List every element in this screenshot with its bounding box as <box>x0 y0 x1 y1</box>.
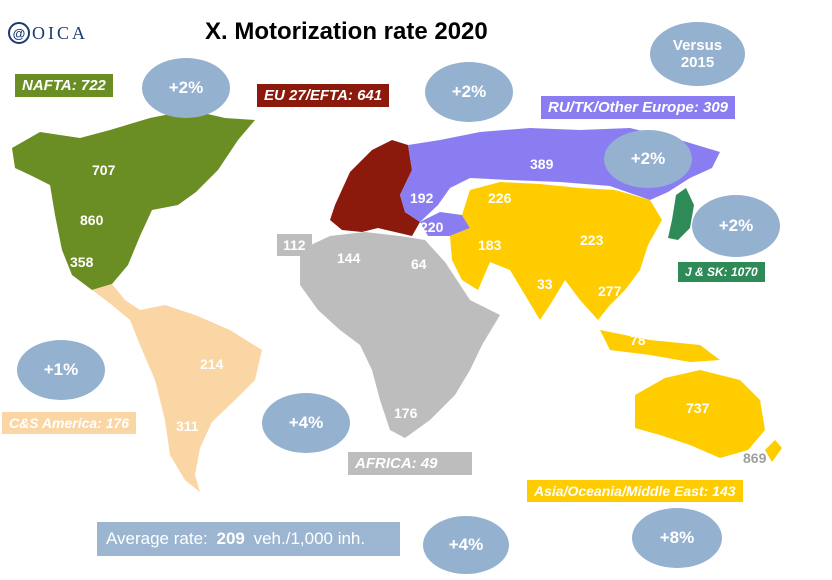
ru-label: RU/TK/Other Europe: 309 <box>541 96 736 119</box>
asia-change-oval: +8% <box>632 508 722 568</box>
asia-landmass <box>450 182 662 320</box>
average-suffix: veh./1,000 inh. <box>248 529 366 548</box>
csa-landmass <box>92 284 262 492</box>
eu-change-oval: +2% <box>425 62 513 122</box>
nafta-landmass <box>12 110 255 290</box>
value-india: 33 <box>537 276 553 292</box>
value-brazil: 214 <box>200 356 224 372</box>
jsk-label: J & SK: 1070 <box>678 262 765 282</box>
jsk-landmass <box>668 188 694 240</box>
africa-landmass <box>300 232 500 438</box>
value-turkey: 220 <box>420 219 444 235</box>
turkey-shape <box>420 212 470 236</box>
value-kazakhstan: 226 <box>488 190 512 206</box>
jsk-change-oval: +2% <box>692 195 780 257</box>
value-russia: 389 <box>530 156 554 172</box>
value-algeria: 144 <box>337 250 361 266</box>
eu-label: EU 27/EFTA: 641 <box>257 84 390 107</box>
average-rate-box: Average rate: 209 veh./1,000 inh. <box>97 522 400 556</box>
nz-shape <box>765 440 782 462</box>
average-value: 209 <box>216 529 245 548</box>
indonesia-shape <box>600 330 720 362</box>
value-indonesia: 78 <box>630 332 646 348</box>
versus-line2: 2015 <box>680 54 715 71</box>
greenland-shape <box>170 112 215 138</box>
australia-landmass <box>635 370 765 458</box>
logo-text: OICA <box>32 22 88 43</box>
value-new-zealand: 869 <box>743 450 767 466</box>
value-china: 223 <box>580 232 604 248</box>
value-iran: 183 <box>478 237 502 253</box>
value-canada: 707 <box>92 162 116 178</box>
value-argentina: 311 <box>176 418 199 434</box>
africa-change-oval: +4% <box>262 393 350 453</box>
value-egypt: 64 <box>411 256 427 272</box>
value-australia: 737 <box>686 400 710 416</box>
asia-label: Asia/Oceania/Middle East: 143 <box>527 480 743 502</box>
value-ukraine: 192 <box>410 190 434 206</box>
average-change-oval: +4% <box>423 516 509 574</box>
value-morocco: 112 <box>277 234 312 256</box>
ru-change-oval: +2% <box>604 130 692 188</box>
csa-label: C&S America: 176 <box>2 412 137 434</box>
versus-oval: Versus 2015 <box>650 22 745 86</box>
oica-logo: @ OICA <box>8 22 88 44</box>
versus-line1: Versus <box>672 36 723 54</box>
value-thailand: 277 <box>598 283 622 299</box>
africa-label: AFRICA: 49 <box>348 452 472 475</box>
value-mexico: 358 <box>70 254 94 270</box>
nafta-label: NAFTA: 722 <box>15 74 113 97</box>
page-title: X. Motorization rate 2020 <box>205 18 488 45</box>
eu-landmass <box>330 140 420 236</box>
value-south-africa: 176 <box>394 405 418 421</box>
csa-change-oval: +1% <box>17 340 105 400</box>
logo-mark: @ <box>8 22 30 44</box>
nafta-change-oval: +2% <box>142 58 230 118</box>
average-prefix: Average rate: <box>106 529 213 548</box>
value-usa: 860 <box>80 212 104 228</box>
